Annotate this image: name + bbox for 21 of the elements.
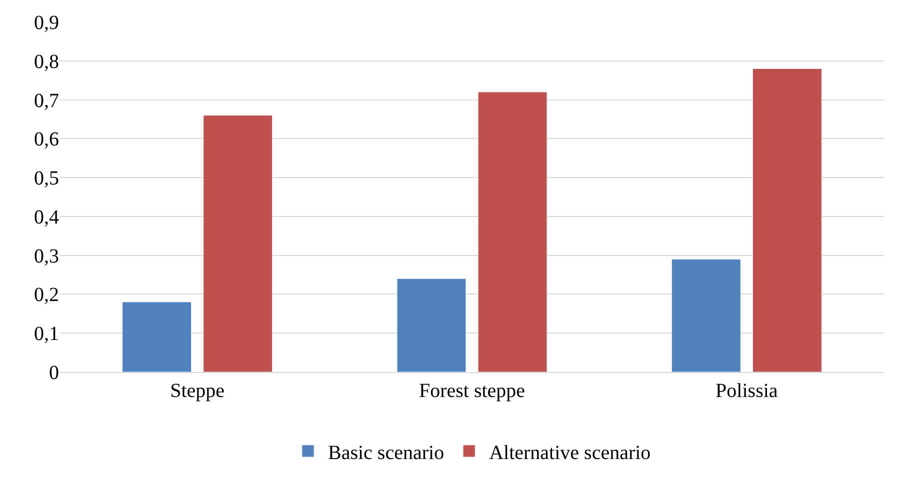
- bar: [671, 258, 741, 372]
- x-tick-label: Steppe: [170, 380, 225, 402]
- y-tick-label: 0,5: [34, 168, 59, 190]
- y-tick-label: 0,9: [34, 12, 59, 34]
- y-tick-label: 0,4: [34, 206, 59, 228]
- y-tick-label: 0,2: [34, 284, 59, 306]
- x-tick-label: Forest steppe: [418, 380, 526, 402]
- y-tick-label: 0: [49, 362, 59, 384]
- x-tick-label: Polissia: [716, 380, 778, 402]
- bar: [203, 115, 273, 372]
- y-tick-label: 0,8: [34, 50, 59, 73]
- y-tick-label: 0,1: [34, 323, 59, 346]
- bar: [122, 302, 192, 372]
- bar: [396, 278, 466, 372]
- bar: [478, 92, 548, 372]
- legend-label: Alternative scenario: [489, 442, 651, 464]
- y-tick-label: 0,7: [34, 90, 59, 112]
- y-tick-label: 0,3: [34, 245, 59, 268]
- y-tick-label: 0,6: [34, 128, 59, 151]
- legend-label: Basic scenario: [328, 442, 444, 464]
- bar: [752, 68, 822, 372]
